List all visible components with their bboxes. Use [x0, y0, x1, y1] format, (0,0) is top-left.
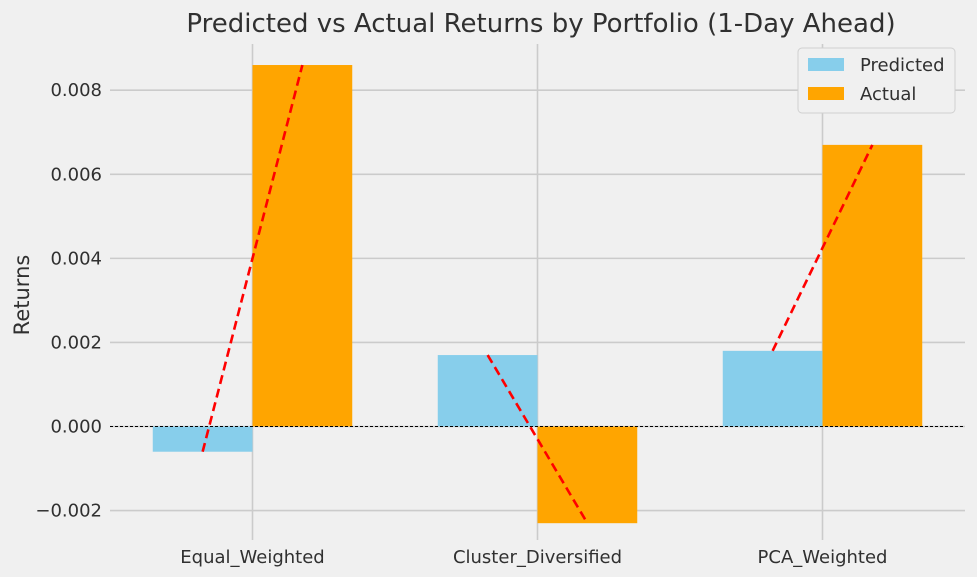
- y-tick-label-3: 0.004: [50, 248, 102, 269]
- bar-predicted-pca_weighted: [722, 350, 823, 427]
- chart-title: Predicted vs Actual Returns by Portfolio…: [186, 9, 895, 39]
- connector-line-pca_weighted: [771, 144, 874, 352]
- x-tick-label-pca_weighted: PCA_Weighted: [758, 547, 888, 568]
- y-tick-label-0: −0.002: [35, 501, 102, 522]
- y-tick-label-5: 0.008: [50, 80, 102, 101]
- bar-actual-equal_weighted: [252, 65, 353, 427]
- x-tick-labels: Equal_Weighted Cluster_Diversified PCA_Wei…: [180, 547, 887, 568]
- legend-swatch-actual: [808, 87, 844, 100]
- x-tick-label-equal_weighted: Equal_Weighted: [180, 547, 324, 568]
- legend-swatch-predicted: [808, 58, 844, 71]
- connector-lines: [201, 64, 874, 524]
- bar-actual-pca_weighted: [822, 144, 923, 427]
- legend-label-predicted: Predicted: [860, 55, 945, 76]
- legend: Predicted Actual: [797, 47, 956, 114]
- y-tick-label-4: 0.006: [50, 164, 102, 185]
- x-tick-label-cluster_diversified: Cluster_Diversified: [453, 547, 622, 568]
- y-tick-label-1: 0.000: [50, 417, 102, 438]
- bar-predicted-cluster_diversified: [437, 355, 538, 427]
- y-axis-label: Returns: [10, 255, 34, 336]
- y-tick-label-2: 0.002: [50, 332, 102, 353]
- y-tick-labels: −0.002 0.000 0.002 0.004 0.006 0.008: [35, 80, 102, 521]
- bar-actual-cluster_diversified: [537, 426, 638, 524]
- connector-line-cluster_diversified: [486, 354, 589, 524]
- legend-label-actual: Actual: [860, 84, 916, 105]
- connector-line-equal_weighted: [201, 64, 304, 453]
